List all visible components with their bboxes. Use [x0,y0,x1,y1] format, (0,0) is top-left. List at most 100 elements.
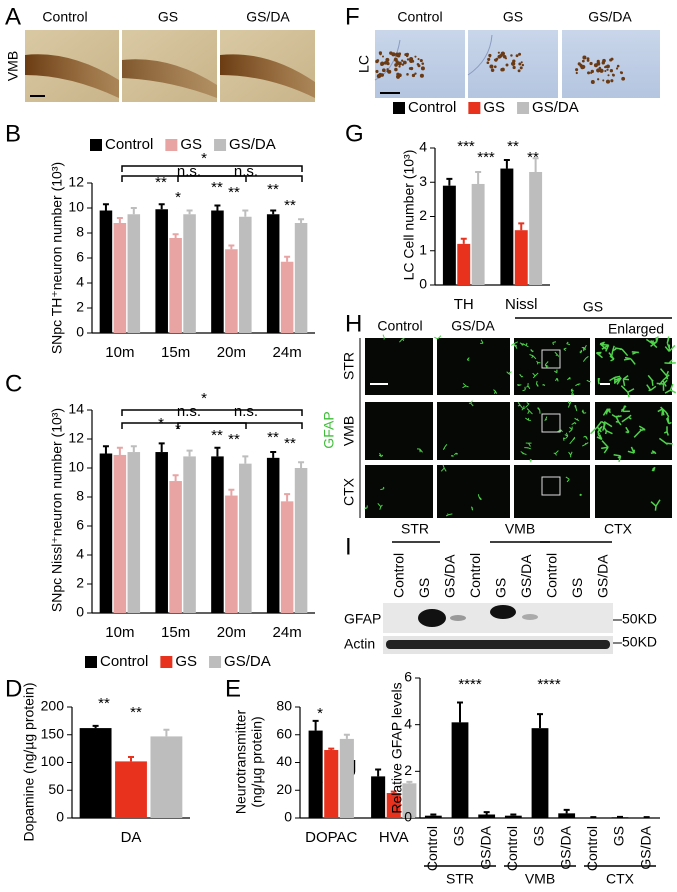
astrocyte [530,349,534,353]
y-tick-label: 100 [41,753,65,769]
bar [371,776,386,818]
y-tick-label: 4 [76,274,84,290]
significance: **** [537,676,561,693]
bar [225,249,238,333]
astrocyte [442,444,448,450]
zoom-box [541,413,561,433]
y-tick-label: 0 [76,324,84,340]
bar [457,243,471,285]
cell [590,80,595,85]
y-tick-label: 200 [41,698,65,714]
cell [397,61,402,66]
error-bar [172,233,179,238]
astrocyte [633,428,646,438]
error-bar [242,455,249,464]
y-tick-label: 0 [56,809,64,825]
x-tick-label: Control [504,826,520,871]
cell [495,57,499,61]
y-tick-label: 12 [68,174,84,190]
cell [575,71,578,75]
bar [113,223,127,333]
astrocyte [586,379,592,383]
astrocyte [627,446,635,454]
lane-label: GS/DA [595,554,611,598]
lane-label: GS [493,578,509,598]
astrocyte [552,341,557,345]
cell [375,59,379,64]
astrocyte [664,344,676,352]
significance: ** [130,704,142,721]
cell [605,79,611,84]
cell [599,68,604,73]
legend-label: GS [175,653,197,670]
error-bar [430,813,437,816]
error-bar [284,255,291,262]
lane-label: GS [416,578,432,598]
cell [381,55,384,58]
gfap-image [437,465,510,518]
astrocyte [563,347,567,351]
lane-label: GS/DA [518,554,534,598]
error-bar [130,445,137,453]
x-tick-label: TH [454,296,474,313]
y-tick-label: 0 [284,809,292,825]
significance: n.s. [234,403,258,420]
astrocyte [517,402,524,409]
cell [606,64,610,69]
cell [611,73,615,77]
astrocyte [555,377,559,382]
astrocyte [532,372,539,379]
astrocyte [563,437,566,441]
astrocyte [471,506,474,511]
astrocyte [620,405,627,412]
significance: *** [477,149,495,166]
gfap-image [437,402,510,460]
stain-label: GFAP [321,411,337,448]
legend-swatch [209,656,222,668]
cell [607,74,610,77]
bar [478,814,496,818]
cell [518,62,522,66]
y-tick-label: 2 [404,762,412,778]
cell [402,60,407,65]
cell [386,68,389,71]
astrocyte [650,336,659,347]
astrocyte [583,435,588,440]
bracket [177,422,303,429]
cell [379,52,382,56]
x-tick-label: Control [424,826,440,871]
blot-row-label: GFAP [344,611,381,627]
cell [615,67,619,70]
cell [401,63,405,66]
error-bar [270,209,277,215]
bar [266,457,280,613]
y-tick-label: 2 [76,299,84,315]
y-tick-label: 0 [419,276,427,292]
legend-swatch [214,139,227,151]
significance: **** [458,676,482,693]
error-bar [116,217,123,223]
astrocyte [568,426,573,433]
bar [294,223,308,333]
bar [239,463,252,613]
cell [606,68,609,71]
astrocyte [526,408,533,415]
bar [150,736,183,818]
astrocyte [597,377,600,385]
x-tick-label: GS/DA [557,825,573,869]
astrocyte [611,414,622,418]
y-tick-label: 1 [419,241,427,257]
cell [417,64,421,68]
y-axis-label: SNpc TH⁺neuron number (10³) [49,162,65,354]
astrocyte [602,408,612,416]
cell [488,55,492,58]
error-bar [503,158,510,169]
y-tick-label: 8 [76,488,84,504]
error-bar [284,493,291,502]
cell [598,66,602,70]
cell [387,69,392,74]
significance: ** [527,149,539,166]
y-tick-label: 20 [276,781,292,797]
panel-letter: E [225,675,241,702]
cell [621,76,626,81]
